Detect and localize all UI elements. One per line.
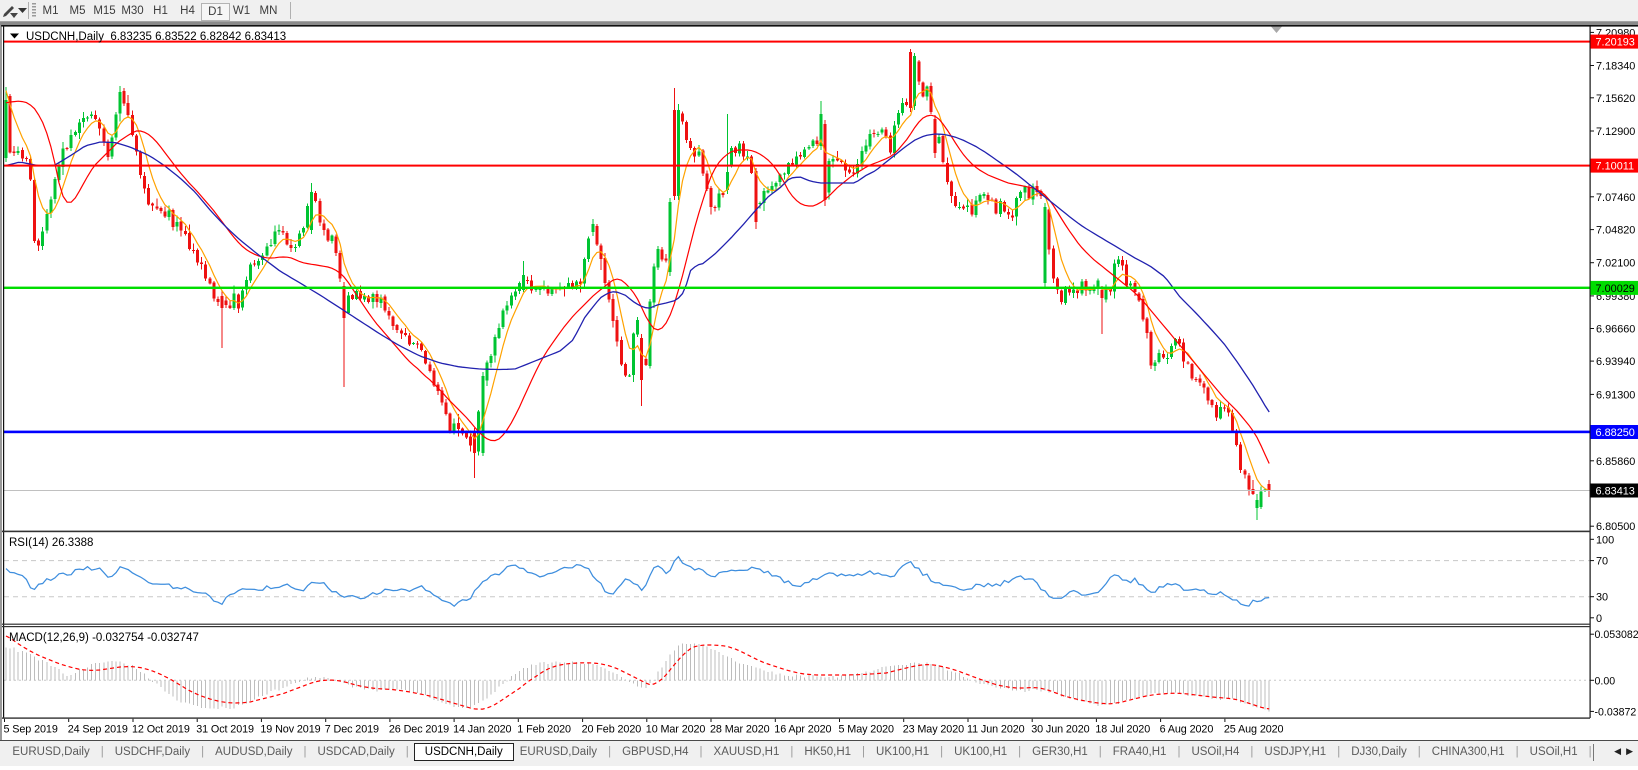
svg-text:30 Jun 2020: 30 Jun 2020 — [1031, 724, 1089, 736]
svg-text:26 Dec 2019: 26 Dec 2019 — [389, 724, 449, 736]
svg-text:-0.03872: -0.03872 — [1595, 706, 1637, 718]
svg-text:0.053082: 0.053082 — [1595, 629, 1638, 641]
svg-text:7.10011: 7.10011 — [1596, 161, 1635, 173]
svg-text:6.93940: 6.93940 — [1596, 356, 1635, 368]
svg-text:23 May 2020: 23 May 2020 — [903, 724, 964, 736]
svg-text:24 Sep 2019: 24 Sep 2019 — [68, 724, 128, 736]
svg-text:6.83413: 6.83413 — [1596, 486, 1635, 498]
svg-text:31 Oct 2019: 31 Oct 2019 — [196, 724, 254, 736]
svg-text:0.00: 0.00 — [1595, 675, 1616, 687]
svg-text:7.20193: 7.20193 — [1596, 37, 1635, 49]
svg-text:7.12900: 7.12900 — [1596, 126, 1635, 138]
svg-text:6.85860: 6.85860 — [1596, 456, 1635, 468]
svg-text:6 Aug 2020: 6 Aug 2020 — [1160, 724, 1214, 736]
svg-text:6.88250: 6.88250 — [1596, 427, 1635, 439]
svg-text:18 Jul 2020: 18 Jul 2020 — [1095, 724, 1150, 736]
svg-text:RSI(14) 26.3388: RSI(14) 26.3388 — [9, 537, 93, 549]
svg-text:25 Aug 2020: 25 Aug 2020 — [1224, 724, 1284, 736]
svg-text:20 Feb 2020: 20 Feb 2020 — [582, 724, 642, 736]
svg-text:7.02100: 7.02100 — [1596, 258, 1635, 270]
svg-text:7.18340: 7.18340 — [1596, 61, 1635, 73]
svg-text:6.96660: 6.96660 — [1596, 324, 1635, 336]
svg-text:7.00029: 7.00029 — [1596, 283, 1635, 295]
svg-text:7.15620: 7.15620 — [1596, 93, 1635, 105]
svg-text:7 Dec 2019: 7 Dec 2019 — [325, 724, 379, 736]
svg-text:1 Feb 2020: 1 Feb 2020 — [517, 724, 571, 736]
svg-text:14 Jan 2020: 14 Jan 2020 — [453, 724, 511, 736]
svg-text:7.04820: 7.04820 — [1596, 225, 1635, 237]
svg-text:16 Apr 2020: 16 Apr 2020 — [774, 724, 831, 736]
svg-text:70: 70 — [1596, 556, 1608, 568]
svg-text:5 May 2020: 5 May 2020 — [839, 724, 895, 736]
svg-text:7.07460: 7.07460 — [1596, 192, 1635, 204]
svg-text:USDCNH,Daily 6.83235 6.83522: USDCNH,Daily 6.83235 6.83522 6.82842 6.8… — [26, 31, 286, 43]
svg-text:30: 30 — [1596, 592, 1608, 604]
svg-text:100: 100 — [1596, 534, 1614, 546]
svg-text:MACD(12,26,9) -0.032754 -0.032: MACD(12,26,9) -0.032754 -0.032747 — [9, 632, 199, 644]
svg-text:6.91300: 6.91300 — [1596, 389, 1635, 401]
svg-text:6.80500: 6.80500 — [1596, 521, 1635, 533]
svg-text:12 Oct 2019: 12 Oct 2019 — [132, 724, 190, 736]
svg-text:5 Sep 2019: 5 Sep 2019 — [4, 724, 58, 736]
svg-text:28 Mar 2020: 28 Mar 2020 — [710, 724, 770, 736]
svg-text:19 Nov 2019: 19 Nov 2019 — [260, 724, 320, 736]
svg-text:10 Mar 2020: 10 Mar 2020 — [646, 724, 706, 736]
svg-text:0: 0 — [1596, 613, 1602, 625]
svg-text:11 Jun 2020: 11 Jun 2020 — [967, 724, 1025, 736]
